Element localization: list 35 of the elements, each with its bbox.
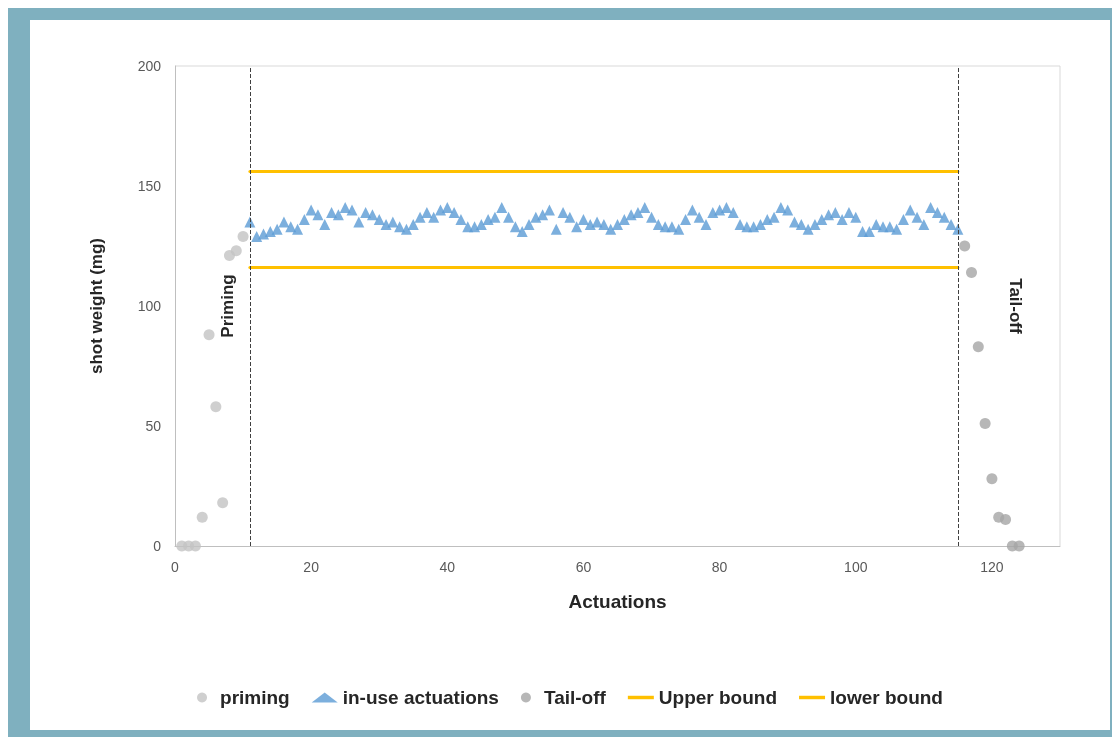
point — [189, 540, 201, 552]
point — [1000, 514, 1012, 526]
point — [979, 418, 991, 430]
ref-line-label: Priming — [218, 274, 238, 338]
point — [1013, 540, 1025, 552]
point — [217, 497, 229, 509]
x-tick-label: 100 — [844, 559, 868, 575]
point — [959, 240, 971, 252]
x-tick-label: 0 — [171, 559, 180, 575]
legend-label: lower bound — [830, 687, 943, 708]
x-tick-label: 40 — [439, 559, 456, 575]
point — [203, 329, 215, 341]
point — [966, 266, 977, 278]
point — [972, 341, 984, 353]
legend-label: Tail-off — [543, 687, 607, 708]
point — [986, 473, 998, 485]
x-tick-label: 20 — [303, 559, 320, 575]
y-tick-label: 0 — [153, 538, 162, 554]
y-tick-label: 100 — [137, 298, 162, 314]
legend-label: Upper bound — [658, 687, 778, 708]
y-tick-label: 200 — [137, 58, 162, 74]
x-tick-label: 60 — [575, 559, 592, 575]
x-tick-label: 120 — [980, 559, 1004, 575]
legend-label: in-use actuations — [342, 687, 499, 708]
x-tick-label: 80 — [711, 559, 728, 575]
x-axis-title: Actuations — [568, 591, 667, 612]
y-tick-label: 150 — [137, 178, 162, 194]
point — [230, 245, 242, 257]
ref-line-label: Tail-off — [1006, 278, 1026, 335]
y-axis-title: shot weight (mg) — [87, 238, 106, 374]
point — [196, 511, 208, 523]
point — [210, 401, 222, 413]
point — [237, 230, 249, 242]
y-tick-label: 50 — [145, 418, 162, 434]
legend-label: priming — [220, 687, 290, 708]
